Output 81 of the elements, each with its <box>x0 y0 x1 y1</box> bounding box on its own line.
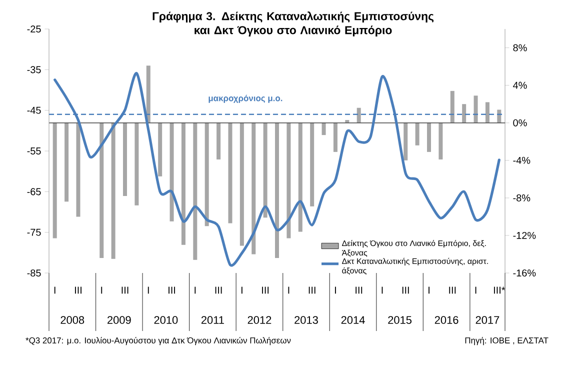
y2-tick-label: 4% <box>513 82 527 89</box>
x-tick-label: III <box>215 286 222 294</box>
bar <box>100 122 104 258</box>
bar <box>427 122 432 152</box>
bar <box>356 108 361 123</box>
x-tick-label: III <box>122 286 128 294</box>
x-tick-label: III <box>75 286 82 294</box>
bar <box>170 122 174 222</box>
ref-line-label: μακροχρόνιος μ.ο. <box>208 94 282 103</box>
y2-tick-label: -16% <box>513 269 536 277</box>
bar <box>181 122 186 245</box>
x-tick-label: III <box>356 286 362 294</box>
bar <box>333 122 338 152</box>
x-tick-label: I <box>335 286 336 294</box>
x-tick-label: I <box>148 286 149 294</box>
bar <box>485 102 490 123</box>
y-tick-label: -75 <box>27 228 41 236</box>
y-tick-label: -65 <box>27 188 41 196</box>
bar <box>123 122 128 196</box>
x-tick-label: I <box>241 286 242 294</box>
bar <box>52 122 57 238</box>
y-tick-label: -45 <box>27 106 41 114</box>
bar <box>438 122 443 160</box>
bar <box>240 122 244 246</box>
text: 2010 <box>154 316 178 324</box>
y-tick-label: -35 <box>27 66 41 74</box>
y2-tick-label: 0% <box>513 119 527 126</box>
x-tick-label: I <box>288 286 290 294</box>
bar <box>204 122 209 226</box>
text: 2011 <box>201 316 224 324</box>
y2-tick-label: 8% <box>513 44 527 52</box>
bar <box>298 122 302 232</box>
y-tick-label: -25 <box>27 25 41 33</box>
x-tick-label: I <box>428 286 430 294</box>
bar <box>252 122 256 254</box>
bar <box>158 122 162 176</box>
text: 2016 <box>434 316 458 324</box>
bar <box>263 122 268 218</box>
x-tick-label: III <box>168 286 176 294</box>
text: Πηγή: ΙΟΒΕ , ΕΛΣΤΑΤ <box>465 336 548 346</box>
y-tick-label: -55 <box>27 148 41 154</box>
bar <box>462 104 466 123</box>
bar <box>216 122 221 160</box>
text: 2015 <box>388 316 412 324</box>
text: 2009 <box>108 316 131 324</box>
x-tick-label: III <box>308 286 316 294</box>
bar <box>450 90 454 123</box>
chart-title: Γράφημα 3. Δείκτης Καταναλωτικής Εμπιστοσύνης και Δκτ Όγκου στο Λιανικό Εμπόριο <box>152 12 434 36</box>
bar <box>134 122 139 206</box>
x-tick-label: III <box>449 286 456 294</box>
text: *Q3 2017: μ.ο. Ιουλίου-Αυγούστου για Δτκ Όγκου Λιανικών Πωλήσεων <box>26 336 291 346</box>
x-tick-label: III <box>262 286 269 294</box>
y2-tick-label: -8% <box>513 194 530 202</box>
y2-tick-label: -12% <box>513 232 536 239</box>
y2-tick-label: -4% <box>513 156 530 164</box>
bar <box>193 122 198 260</box>
bar <box>146 66 150 123</box>
text: 2017 <box>476 316 500 324</box>
bar <box>64 122 69 202</box>
x-tick-label: III <box>402 286 409 294</box>
bar <box>286 122 291 238</box>
bar <box>404 122 408 160</box>
bar <box>111 122 116 259</box>
x-tick-label: I <box>101 286 102 294</box>
text: 2014 <box>341 316 365 324</box>
bar <box>275 122 280 258</box>
text: 2012 <box>248 316 272 324</box>
bar <box>322 122 326 136</box>
bar <box>228 122 232 224</box>
x-tick-label: I <box>382 286 383 294</box>
y-tick-label: -85 <box>27 269 41 277</box>
bar <box>76 122 80 217</box>
x-tick-label: I <box>194 286 196 294</box>
x-tick-label: III* <box>494 286 506 294</box>
x-tick-label: I <box>54 286 56 294</box>
text: 2008 <box>60 316 84 324</box>
bar <box>310 122 314 206</box>
text: 2013 <box>294 316 318 324</box>
x-tick-label: I <box>475 286 476 294</box>
bar <box>474 96 478 123</box>
bar <box>415 122 420 146</box>
